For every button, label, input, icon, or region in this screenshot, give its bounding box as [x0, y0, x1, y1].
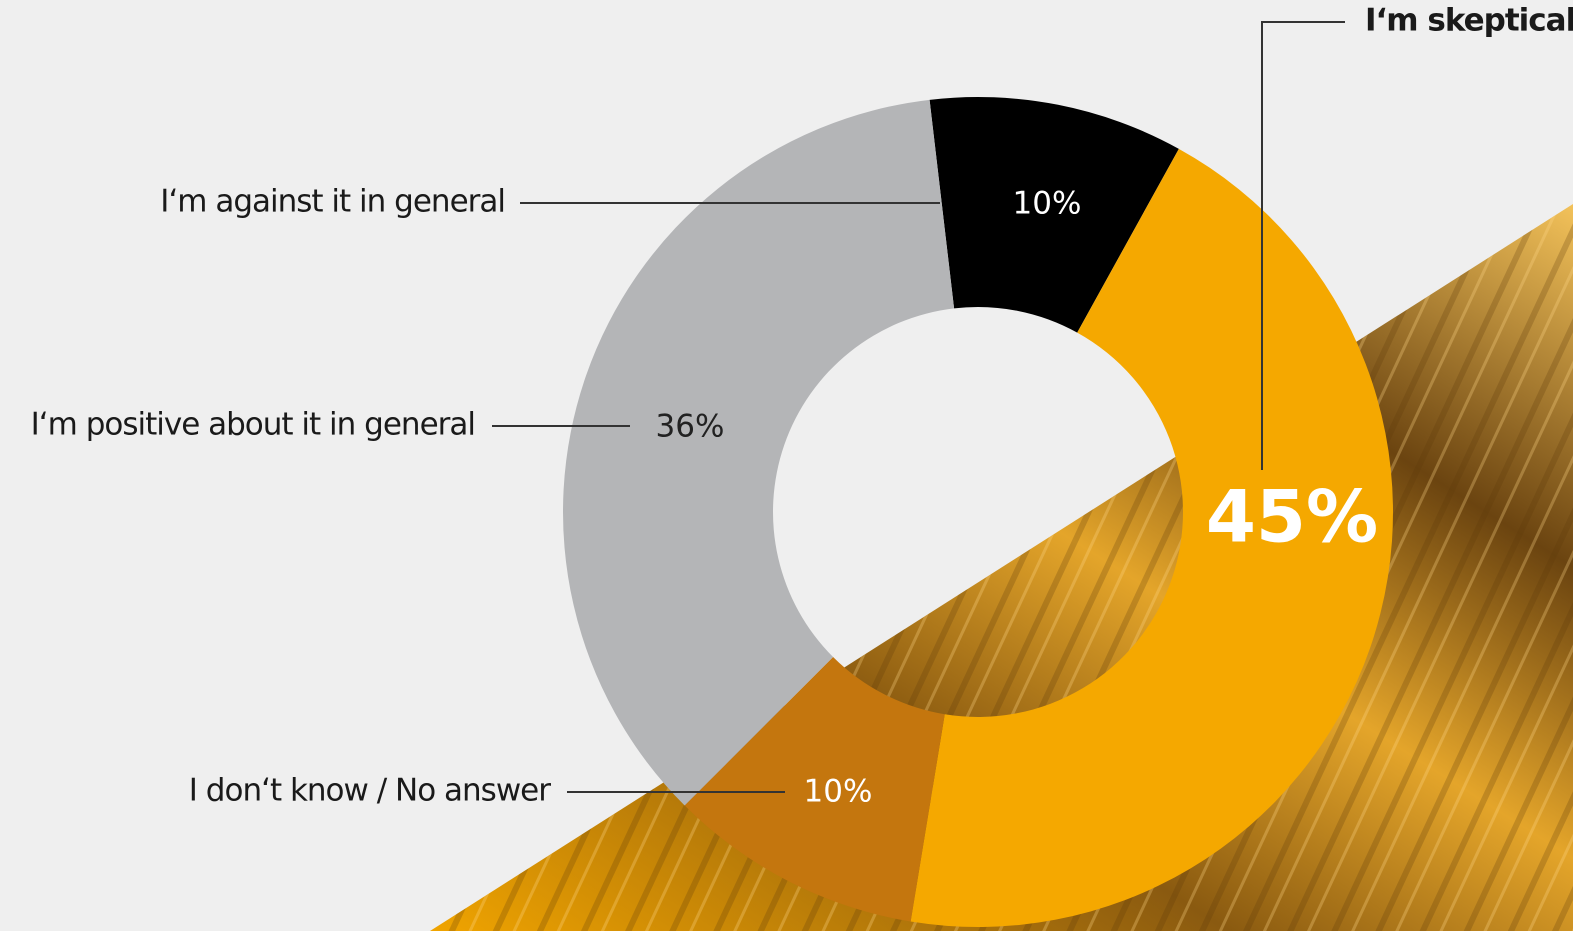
donut-segment — [684, 656, 945, 922]
data-label: 10% — [804, 774, 873, 810]
category-label: I‘m positive about it in general — [31, 407, 475, 443]
category-label: I don‘t know / No answer — [189, 773, 551, 809]
donut-segment — [929, 97, 1179, 333]
category-label: I‘m skeptical — [1365, 3, 1573, 39]
donut-segment — [910, 148, 1393, 927]
data-label: 45% — [1206, 475, 1378, 559]
data-label: 36% — [656, 409, 725, 445]
data-label: 10% — [1013, 186, 1082, 222]
category-label: I‘m against it in general — [160, 184, 505, 220]
donut-segment — [562, 99, 955, 806]
leader-line — [1261, 21, 1345, 470]
